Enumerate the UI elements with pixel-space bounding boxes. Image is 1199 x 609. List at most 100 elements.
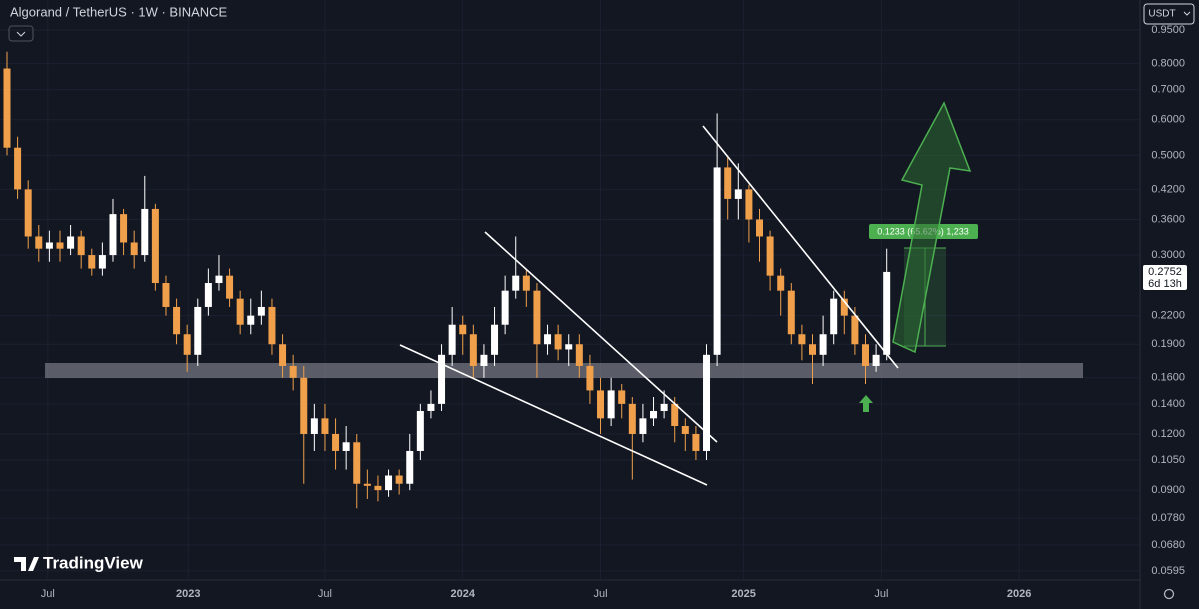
candle-body [215, 275, 223, 284]
candle-body [236, 298, 244, 325]
candle-body [3, 68, 11, 148]
candle-body [56, 242, 64, 249]
y-tick-label: 0.3600 [1151, 213, 1185, 225]
candle-body [77, 236, 85, 256]
candle-body [173, 306, 181, 335]
candle-body [14, 147, 22, 190]
trend-line [399, 344, 708, 486]
y-tick-label: 0.0680 [1151, 539, 1185, 551]
trend-line [484, 231, 718, 443]
candle-body [522, 275, 530, 291]
y-tick-label: 0.2200 [1151, 310, 1185, 322]
candle-body [35, 236, 43, 249]
candle-body [512, 275, 520, 291]
candle-body [618, 390, 626, 404]
y-tick-label: 0.0595 [1151, 565, 1185, 577]
candle-body [109, 214, 117, 256]
candle-body [88, 255, 96, 269]
candle-body [342, 442, 350, 451]
candle-body [777, 275, 785, 291]
candle-body [24, 189, 32, 237]
x-tick-label: 2023 [176, 588, 200, 600]
candle-body [268, 306, 276, 345]
y-tick-label: 0.5000 [1151, 149, 1185, 161]
grid [0, 0, 1140, 580]
y-tick-label: 0.8000 [1151, 57, 1185, 69]
candle-body [469, 334, 477, 366]
x-tick-label: Jul [318, 588, 332, 600]
brand: TradingView [43, 553, 144, 572]
last-price-box [1143, 265, 1187, 290]
currency-button[interactable] [1143, 3, 1195, 25]
y-tick-label: 0.0900 [1151, 484, 1185, 496]
chevron [16, 31, 26, 37]
candle-body [861, 344, 869, 366]
candle-body [830, 298, 838, 335]
collapse-button[interactable] [8, 25, 34, 42]
candle-body [300, 377, 308, 434]
projection-arrow [892, 101, 972, 354]
candle-body [162, 283, 170, 307]
axes: 0.9500 0.8000 0.7000 0.6000 0.5000 0.4200 0.36… [41, 24, 1185, 600]
candle-body [353, 442, 361, 484]
support-zone [45, 363, 1083, 378]
candle-body [766, 236, 774, 276]
y-tick-label: 0.4200 [1151, 183, 1185, 195]
candle-body [533, 290, 541, 345]
candle-body [385, 475, 393, 491]
y-tick-label: 0.9500 [1151, 24, 1185, 36]
candle-body [734, 189, 742, 199]
y-tick-label: 0.1900 [1151, 338, 1185, 350]
candle-body [332, 433, 340, 451]
x-tick-label: 2024 [450, 588, 475, 600]
candle-body [883, 271, 891, 355]
candle-body [448, 324, 456, 355]
candle-body [363, 483, 371, 486]
candle-body [45, 242, 53, 249]
trend-lines [399, 125, 899, 486]
candle-body [787, 290, 795, 335]
candle-body [628, 403, 636, 434]
last-price: 0.2752 [1148, 266, 1182, 278]
candle-body [257, 306, 265, 316]
candle-body [120, 214, 128, 243]
y-tick-label: 0.0780 [1151, 512, 1185, 524]
x-tick-label: 2025 [731, 588, 755, 600]
y-tick-label: 0.1200 [1151, 428, 1185, 440]
candle-body [756, 219, 764, 237]
y-tick-label: 0.1600 [1151, 372, 1185, 384]
y-tick-label: 0.1400 [1151, 398, 1185, 410]
x-tick-label: Jul [874, 588, 888, 600]
candle-body [703, 354, 711, 451]
candle-body [544, 334, 552, 345]
candle-body [575, 344, 583, 366]
candle-body [872, 354, 880, 366]
settings-button[interactable] [1163, 588, 1175, 600]
candle-body [279, 344, 287, 366]
candle-body [745, 189, 753, 220]
candle-body [438, 354, 446, 404]
y-tick-label: 0.3000 [1151, 249, 1185, 261]
candle-body [204, 283, 212, 307]
candle-body [650, 410, 658, 419]
candle-body [713, 167, 721, 355]
candle-body [724, 167, 732, 199]
candle-body [289, 365, 297, 378]
candle-body [660, 403, 668, 411]
x-tick-label: 2026 [1007, 588, 1031, 600]
candle-body [639, 418, 647, 434]
x-tick-label: Jul [41, 588, 55, 600]
candle-body [692, 433, 700, 451]
chevron [1183, 11, 1191, 16]
candle-body [395, 475, 403, 484]
trend-line [702, 125, 899, 369]
x-tick-label: Jul [593, 588, 607, 600]
candle-body [247, 315, 255, 325]
brand-logo [14, 557, 39, 571]
y-tick-label: 0.1050 [1151, 454, 1185, 466]
currency: USDT [1148, 9, 1175, 20]
y-tick-label: 0.6000 [1151, 114, 1185, 126]
candle-body [554, 334, 562, 350]
candle-body [194, 306, 202, 355]
candle-body [374, 485, 382, 491]
